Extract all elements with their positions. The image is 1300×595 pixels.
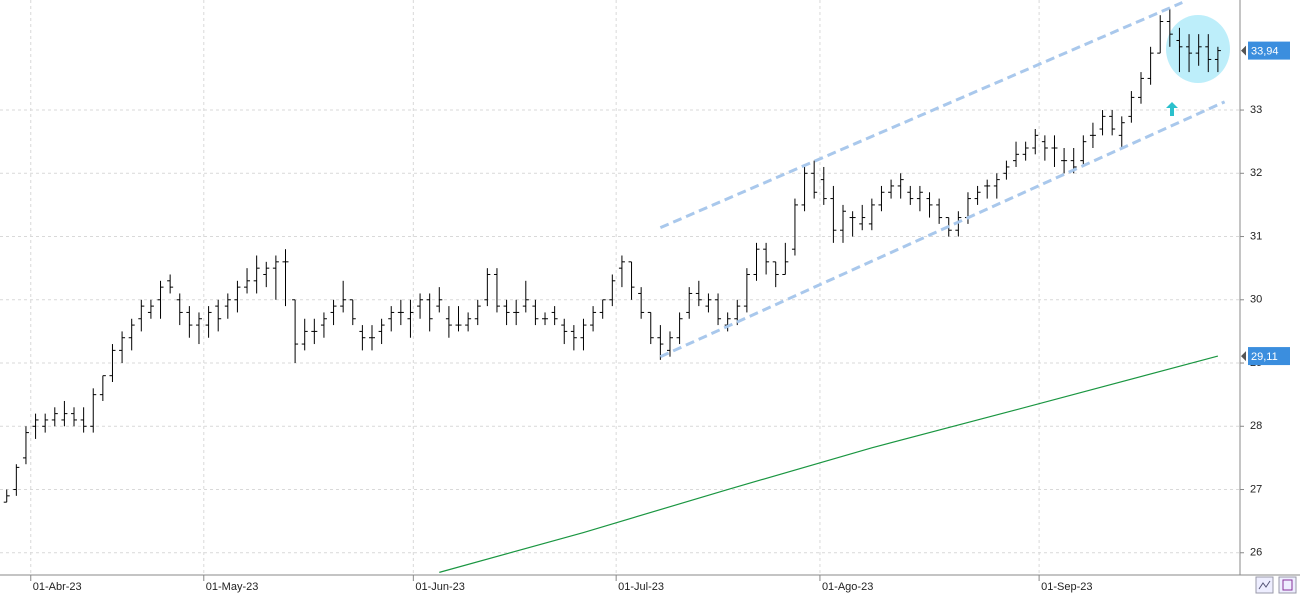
x-tick-label: 01-Ago-23	[822, 581, 873, 593]
axes: 262728293031323301-Abr-2301-May-2301-Jun…	[30, 41, 1290, 593]
trend-channel-line	[659, 100, 1226, 359]
highlight-ellipse	[1166, 15, 1230, 83]
x-tick-label: 01-May-23	[206, 581, 259, 593]
y-tick-label: 26	[1250, 547, 1262, 559]
x-tick-label: 01-Abr-23	[33, 581, 82, 593]
y-tick-label: 33	[1250, 104, 1262, 116]
price-label-box	[1248, 347, 1290, 366]
price-label-pointer	[1241, 45, 1246, 56]
y-tick-label: 32	[1250, 167, 1262, 179]
y-tick-label: 31	[1250, 230, 1262, 242]
x-tick-label: 01-Jun-23	[415, 581, 465, 593]
marks	[3, 1, 1226, 573]
save-button[interactable]	[1278, 576, 1297, 594]
price-label-pointer	[1241, 351, 1246, 362]
price-label: 33,94	[1251, 46, 1279, 58]
x-tick-label: 01-Sep-23	[1041, 581, 1092, 593]
trend-channel-line	[659, 1, 1183, 230]
price-label: 29,11	[1251, 351, 1278, 363]
grid	[0, 0, 1240, 573]
arrow-up	[1166, 102, 1178, 116]
price-label-box	[1248, 41, 1290, 60]
moving-average-line	[439, 355, 1219, 573]
y-tick-label: 28	[1250, 420, 1262, 432]
x-tick-label: 01-Jul-23	[618, 581, 664, 593]
save-icon	[1282, 579, 1293, 591]
y-tick-label: 27	[1250, 483, 1262, 495]
y-tick-label: 30	[1250, 294, 1262, 306]
zoom-icon	[1258, 580, 1271, 590]
